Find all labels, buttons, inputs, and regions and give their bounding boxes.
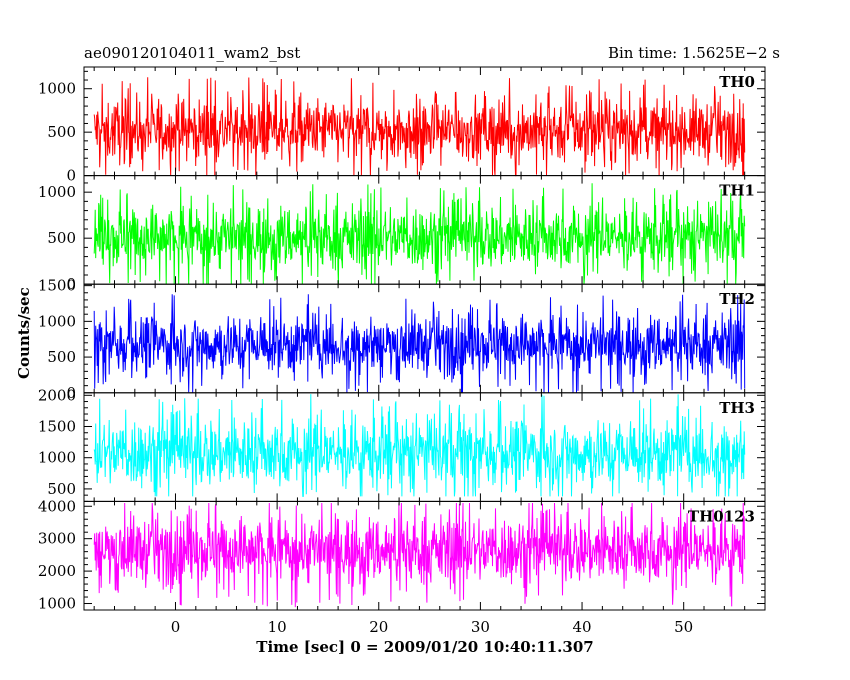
series-th1-line (93, 183, 746, 285)
x-tick-label: 10 (268, 618, 287, 636)
panel-label-th3: TH3 (719, 399, 755, 417)
series-th0-line (93, 77, 746, 177)
y-tick-label: 500 (47, 229, 76, 247)
series-th3-line (93, 394, 746, 497)
x-tick-label: 40 (572, 618, 591, 636)
y-tick-label: 500 (47, 348, 76, 366)
y-tick-label: 0 (66, 275, 76, 293)
y-tick-label: 2000 (38, 386, 76, 404)
y-tick-label: 1000 (38, 595, 76, 613)
y-tick-label: 1000 (38, 449, 76, 467)
panel-label-th0123: TH0123 (688, 507, 755, 525)
y-tick-label: 1500 (38, 418, 76, 436)
bin-time-label: Bin time: 1.5625E−2 s (607, 44, 780, 62)
y-tick-label: 4000 (38, 497, 76, 515)
y-axis-label: Counts/sec (15, 287, 33, 379)
x-tick-label: 0 (171, 618, 181, 636)
y-tick-label: 1000 (38, 80, 76, 98)
y-tick-label: 1500 (38, 277, 76, 295)
x-axis-label: Time [sec] 0 = 2009/01/20 10:40:11.307 (256, 638, 594, 656)
y-tick-label: 500 (47, 123, 76, 141)
y-tick-label: 0 (66, 167, 76, 185)
y-tick-label: 0 (66, 384, 76, 402)
panel-label-th2: TH2 (719, 290, 755, 308)
y-tick-label: 500 (47, 480, 76, 498)
panel-frame-th0123 (83, 500, 766, 611)
chart-title: ae090120104011_wam2_bst (84, 44, 301, 62)
y-tick-label: 1000 (38, 183, 76, 201)
series-th0123-line (93, 502, 746, 608)
y-tick-label: 1000 (38, 312, 76, 330)
series-th2-line (93, 294, 746, 393)
x-tick-label: 50 (674, 618, 693, 636)
y-tick-label: 3000 (38, 530, 76, 548)
panel-label-th0: TH0 (719, 73, 755, 91)
panel-label-th1: TH1 (719, 182, 755, 200)
y-tick-label: 2000 (38, 562, 76, 580)
x-tick-label: 30 (471, 618, 490, 636)
x-tick-label: 20 (369, 618, 388, 636)
